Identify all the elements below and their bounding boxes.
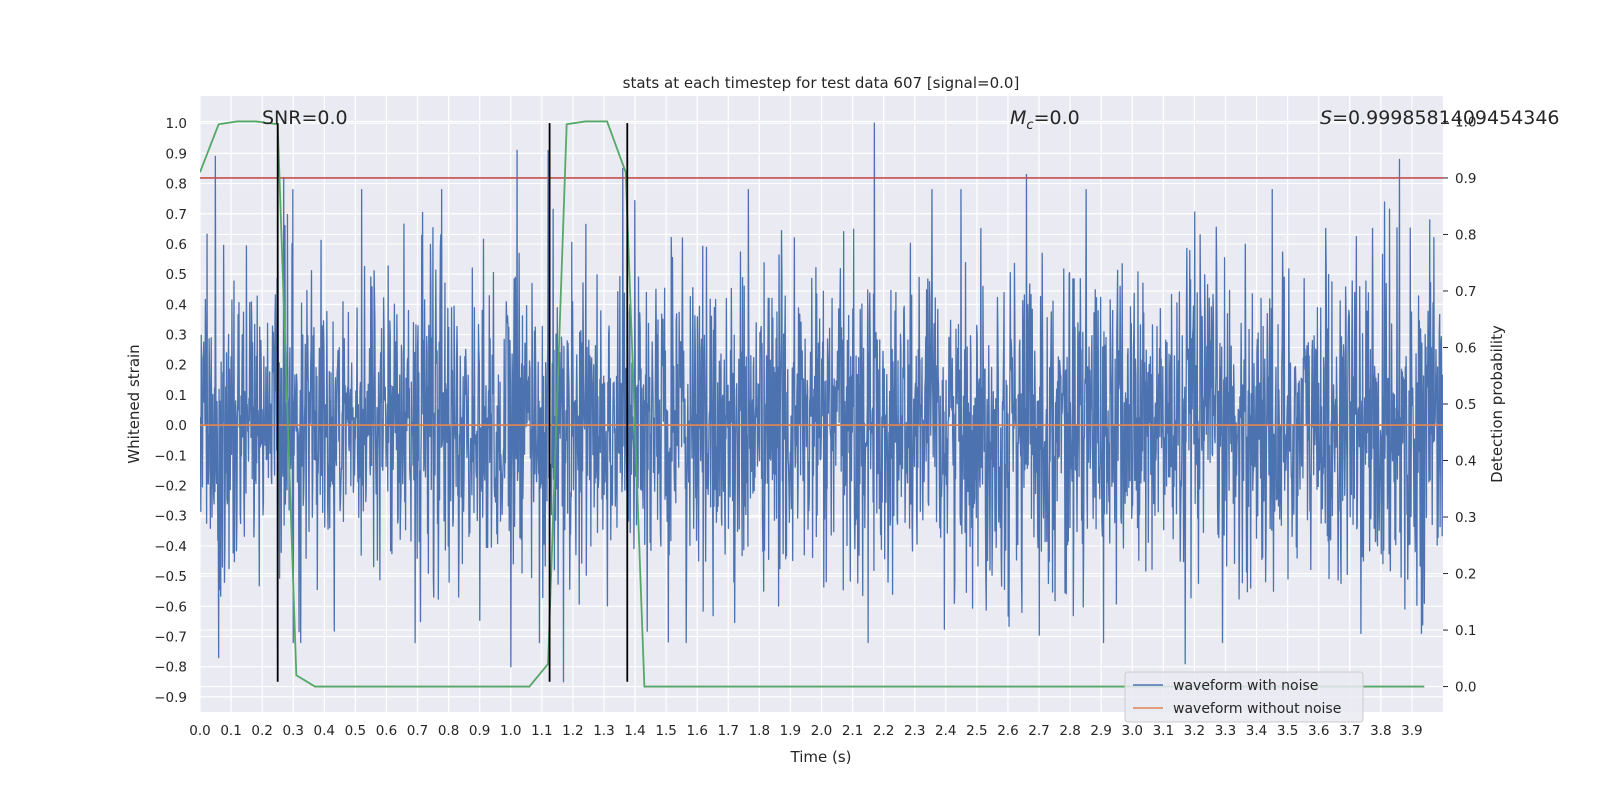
y-right-tick-label: 0.8 [1455,227,1476,243]
y-left-tick-labels: 1.0 0.9 0.8 0.7 0.6 0.5 0.4 0.3 0.2 0.1 0.0 −0.1 −0.… [154,116,187,706]
x-tick-label: 3.4 [1246,723,1267,739]
y-left-tick-label: −0.4 [154,539,187,555]
y-right-tick-label: 0.7 [1455,284,1476,300]
y-left-tick-label: −0.5 [154,569,187,585]
x-tick-label: 2.1 [842,723,863,739]
legend: waveform with noise waveform without noi… [1124,671,1364,723]
x-tick-label: 2.0 [811,723,832,739]
x-tick-label: 3.0 [1122,723,1143,739]
x-tick-labels: 0.0 0.1 0.2 0.3 0.4 0.5 0.6 0.7 0.8 0.9 1.0 1.1 1.2 1… [189,723,1422,739]
mc-symbol: M [1010,107,1026,129]
x-tick-label: 0.1 [220,723,241,739]
y-left-tick-label: −0.3 [154,509,187,525]
y-left-tick-label: 0.2 [166,358,187,374]
y-left-tick-label: 0.5 [166,267,187,283]
s-symbol: S [1320,107,1332,129]
x-tick-label: 2.6 [997,723,1018,739]
x-tick-label: 3.3 [1215,723,1236,739]
y-right-tick-labels: 1.0 0.9 0.8 0.7 0.6 0.5 0.4 0.3 0.2 0.1 0.0 [1443,114,1476,696]
y-left-tick-label: −0.1 [154,448,187,464]
y-right-tick-label: 0.9 [1455,171,1476,187]
x-tick-label: 0.0 [189,723,210,739]
y-left-tick-label: 0.1 [166,388,187,404]
noise-series [200,122,1443,683]
x-tick-label: 3.1 [1153,723,1174,739]
line-series [200,120,1443,688]
y-left-tick-label: 0.8 [166,177,187,193]
x-tick-label: 0.8 [438,723,459,739]
mc-annotation: Mc=0.0 [1010,107,1080,133]
y-left-tick-label: 0.9 [166,146,187,162]
x-tick-label: 2.5 [966,723,987,739]
mc-value: =0.0 [1034,107,1080,129]
s-annotation: S=0.9998581409454346 [1320,107,1560,129]
x-tick-label: 0.4 [314,723,335,739]
y-left-tick-label: 1.0 [166,116,187,132]
y-right-tick-label: 0.6 [1455,340,1476,356]
x-tick-label: 2.3 [904,723,925,739]
x-tick-label: 0.3 [282,723,303,739]
y-left-tick-label: 0.6 [166,237,187,253]
x-tick-label: 2.9 [1090,723,1111,739]
y-left-tick-label: −0.8 [154,660,187,676]
x-tick-label: 1.5 [655,723,676,739]
x-tick-label: 3.2 [1184,723,1205,739]
x-tick-label: 2.7 [1028,723,1049,739]
y-right-tick-label: 0.4 [1455,454,1476,470]
x-tick-label: 1.3 [593,723,614,739]
x-tick-label: 0.6 [376,723,397,739]
legend-label-noise: waveform with noise [1173,678,1318,694]
x-tick-label: 0.9 [469,723,490,739]
snr-annotation: SNR=0.0 [262,107,348,129]
chart-title: stats at each timestep for test data 607… [623,74,1020,92]
y-right-tick-label: 0.0 [1455,680,1476,696]
x-tick-label: 2.8 [1059,723,1080,739]
y-right-axis-label: Detection probability [1488,325,1506,483]
x-tick-label: 1.1 [531,723,552,739]
x-tick-label: 3.9 [1401,723,1422,739]
legend-box [1124,671,1364,723]
y-left-tick-label: 0.4 [166,297,187,313]
x-tick-label: 3.7 [1339,723,1360,739]
y-right-tick-label: 0.5 [1455,397,1476,413]
plot-area [200,120,1443,688]
x-tick-label: 1.9 [780,723,801,739]
y-left-axis-label: Whitened strain [125,344,143,463]
s-value: =0.9998581409454346 [1332,107,1559,129]
x-tick-label: 1.6 [686,723,707,739]
y-left-tick-label: −0.9 [154,690,187,706]
y-right-tick-label: 0.2 [1455,567,1476,583]
x-tick-label: 1.0 [500,723,521,739]
y-left-tick-label: 0.3 [166,328,187,344]
mc-subscript: c [1026,118,1033,133]
x-tick-label: 0.2 [251,723,272,739]
x-tick-label: 1.7 [718,723,739,739]
y-left-tick-label: −0.6 [154,599,187,615]
x-tick-label: 0.5 [345,723,366,739]
x-tick-label: 2.4 [935,723,956,739]
y-left-tick-label: −0.2 [154,479,187,495]
y-left-tick-label: −0.7 [154,630,187,646]
legend-label-clean: waveform without noise [1173,701,1341,717]
x-tick-label: 1.8 [749,723,770,739]
x-tick-label: 1.4 [624,723,645,739]
x-tick-label: 3.5 [1277,723,1298,739]
y-right-tick-label: 0.1 [1455,623,1476,639]
series-detection-probability [200,120,1425,688]
y-left-tick-label: 0.0 [166,418,187,434]
x-tick-label: 3.8 [1370,723,1391,739]
x-axis-label: Time (s) [790,748,852,766]
x-tick-label: 2.2 [873,723,894,739]
y-right-tick-label: 0.3 [1455,510,1476,526]
x-tick-label: 1.2 [562,723,583,739]
y-left-tick-label: 0.7 [166,207,187,223]
y-right-tick-label: 1.0 [1455,114,1476,130]
x-tick-label: 3.6 [1308,723,1329,739]
x-tick-label: 0.7 [407,723,428,739]
series-waveform-with-noise [200,122,1443,683]
